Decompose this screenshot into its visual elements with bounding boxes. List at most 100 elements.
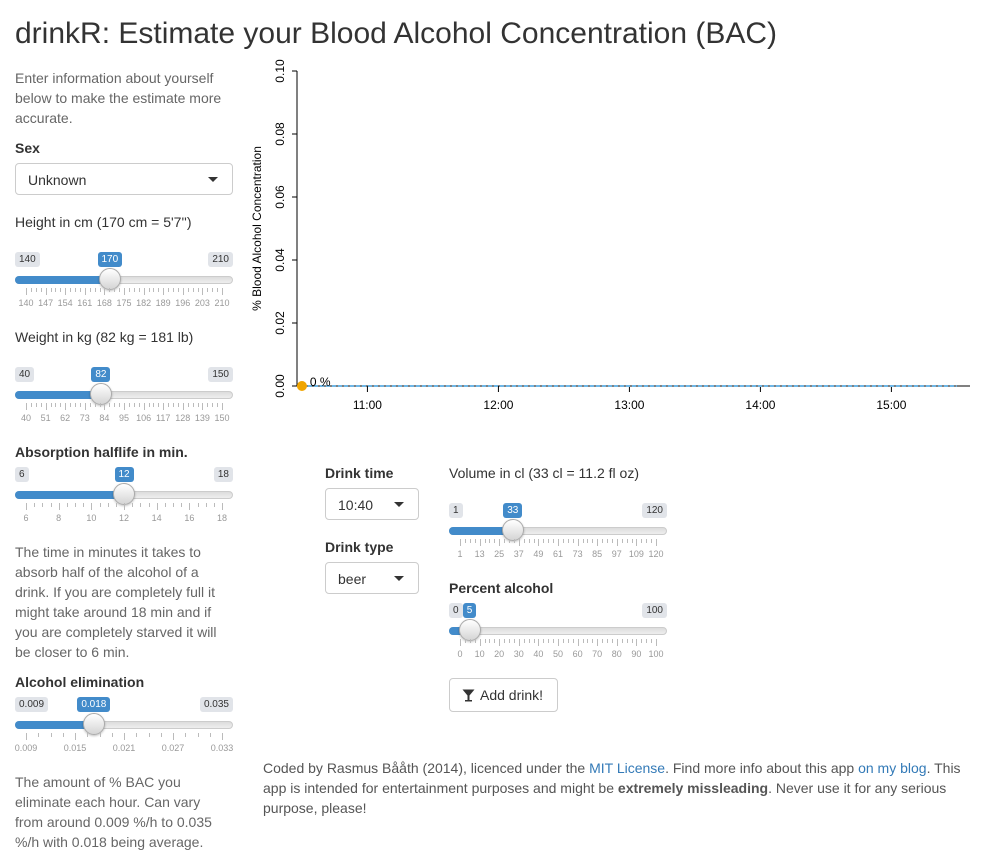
- slider-tick: [553, 539, 555, 543]
- slider-tick: [50, 503, 52, 507]
- percent-label: Percent alcohol: [449, 580, 554, 596]
- slider-tick: [197, 288, 199, 292]
- blog-link[interactable]: on my blog: [858, 760, 927, 776]
- slider-tick: [597, 639, 599, 646]
- slider-tick: [631, 639, 633, 643]
- slider-tick: [636, 639, 638, 646]
- slider-tick-label: 49: [533, 549, 544, 559]
- slider-handle[interactable]: [458, 619, 481, 641]
- slider-tick-label: 139: [194, 413, 210, 423]
- slider-tick: [173, 403, 174, 407]
- slider-tick: [621, 539, 623, 543]
- mit-license-link[interactable]: MIT License: [589, 760, 666, 776]
- slider-tick: [115, 503, 117, 507]
- slider-tick: [34, 503, 36, 507]
- drink-type-select[interactable]: beer: [325, 562, 419, 594]
- slider-tick: [163, 288, 165, 295]
- slider-tick-label: 84: [99, 413, 110, 423]
- slider-tick-label: 10: [474, 649, 485, 659]
- slider-tick: [474, 639, 476, 643]
- height-slider[interactable]: 140 210 170 140 147 154 161 168 175 182 189 196 203 2…: [15, 252, 233, 312]
- slider-tick-label: 106: [136, 413, 152, 423]
- slider-tick: [611, 639, 613, 643]
- slider-tick-label: 6: [23, 513, 29, 523]
- slider-tick: [58, 503, 60, 510]
- slider-tick: [173, 733, 174, 740]
- weight-slider[interactable]: 40 150 82 40 51 62 73 84 95 106 117 128 139 150: [15, 367, 233, 427]
- slider-tick: [558, 539, 559, 546]
- slider-tick: [202, 403, 204, 410]
- slider-tick: [153, 288, 155, 292]
- slider-tick: [99, 733, 101, 737]
- slider-tick: [479, 539, 481, 546]
- slider-tick: [84, 403, 86, 410]
- slider-tick: [177, 288, 179, 292]
- slider-tick: [133, 288, 135, 292]
- slider-tick: [177, 403, 179, 407]
- slider-tick: [202, 288, 204, 295]
- slider-tick: [621, 639, 623, 643]
- slider-tick-label: 161: [77, 298, 93, 308]
- slider-min-label: 1: [449, 503, 463, 518]
- percent-slider[interactable]: 0 100 5 0 10 20 30 40 50 60 70 80 90 100: [449, 603, 667, 663]
- x-tick-label: 11:00: [353, 398, 382, 412]
- slider-tick: [75, 288, 76, 292]
- slider-tick: [572, 639, 574, 643]
- slider-tick: [124, 403, 125, 410]
- slider-ticks: [15, 503, 233, 511]
- slider-tick: [94, 403, 96, 407]
- slider-tick-label: 14: [151, 513, 162, 523]
- slider-tick: [30, 288, 32, 292]
- slider-tick: [65, 403, 67, 410]
- slider-tick-label: 154: [57, 298, 73, 308]
- slider-tick: [484, 639, 486, 643]
- slider-tick: [189, 503, 191, 510]
- slider-current-label: 82: [91, 367, 111, 382]
- slider-tick-label: 73: [79, 413, 90, 423]
- glass-icon: [462, 689, 475, 702]
- intro-text: Enter information about yourself below t…: [15, 70, 222, 126]
- slider-current-label: 5: [462, 603, 477, 618]
- slider-tick: [207, 288, 209, 292]
- slider-tick: [499, 639, 501, 646]
- absorption-slider[interactable]: 6 18 12 6 8 10 12 14 16 18: [15, 467, 233, 527]
- slider-handle[interactable]: [89, 383, 112, 405]
- slider-tick-label: 90: [631, 649, 642, 659]
- slider-tick: [143, 288, 145, 295]
- slider-max-label: 18: [213, 467, 233, 482]
- elimination-slider[interactable]: 0.009 0.035 0.018 0.009 0.015 0.021 0.027 0.033: [15, 697, 233, 757]
- slider-tick: [460, 639, 461, 646]
- slider-tick: [38, 733, 40, 737]
- slider-tick: [70, 403, 72, 407]
- slider-tick: [553, 639, 555, 643]
- slider-tick: [50, 403, 52, 407]
- add-drink-label: Add drink!: [480, 687, 544, 703]
- slider-tick: [124, 733, 125, 740]
- slider-handle[interactable]: [501, 519, 524, 541]
- slider-tick-label: 168: [96, 298, 112, 308]
- absorption-label: Absorption halflife in min.: [15, 444, 188, 460]
- volume-slider[interactable]: 1 120 33 1 13 25 37 49 61 73 85 97 109 120: [449, 503, 667, 563]
- slider-tick-label: 8: [56, 513, 62, 523]
- sex-value: Unknown: [28, 172, 87, 188]
- slider-tick-label: 16: [184, 513, 195, 523]
- slider-tick: [148, 288, 150, 292]
- slider-handle[interactable]: [99, 268, 121, 290]
- slider-tick: [494, 539, 496, 543]
- slider-tick: [160, 733, 162, 737]
- slider-tick: [75, 503, 76, 507]
- slider-track: [449, 627, 667, 635]
- add-drink-button[interactable]: Add drink!: [449, 678, 558, 712]
- slider-tick-label: 10: [86, 513, 97, 523]
- slider-tick: [499, 539, 501, 546]
- sex-select[interactable]: Unknown: [15, 163, 233, 195]
- slider-tick-label: 95: [118, 413, 130, 423]
- drink-time-select[interactable]: 10:40: [325, 488, 419, 520]
- slider-tick: [114, 403, 116, 407]
- slider-tick: [611, 539, 613, 543]
- slider-tick: [156, 503, 158, 510]
- slider-tick-label: 196: [175, 298, 191, 308]
- slider-tick: [548, 539, 550, 543]
- slider-handle[interactable]: [82, 713, 105, 735]
- slider-handle[interactable]: [113, 483, 135, 505]
